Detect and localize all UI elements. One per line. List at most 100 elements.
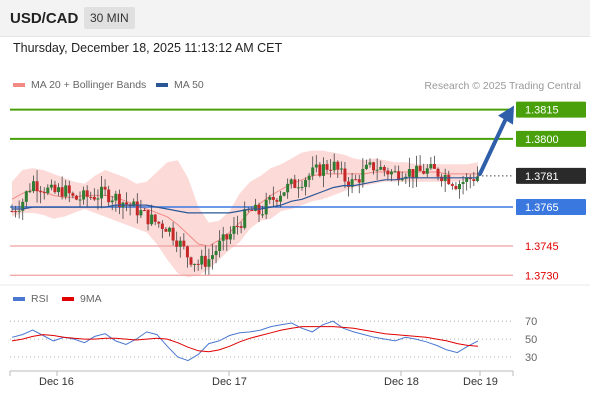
rsi-legend-swatch [13, 297, 25, 301]
candle-body [268, 196, 272, 200]
candle-body [429, 164, 433, 169]
legend-item-ma50: MA 50 [156, 79, 204, 91]
rsi-line [11, 320, 479, 362]
candle-body [14, 211, 18, 213]
candle-body [160, 223, 164, 229]
candle-body [74, 195, 78, 200]
candle-body [397, 171, 401, 181]
candle-body [89, 196, 93, 198]
candle-body [57, 187, 61, 193]
rsi-ma-line [11, 326, 479, 353]
candle-body [203, 255, 207, 267]
candle-body [85, 190, 89, 197]
candle-body [10, 210, 14, 212]
candle-body [178, 240, 182, 247]
candle-body [253, 204, 257, 211]
candle-body [228, 233, 232, 240]
candle-body [264, 199, 268, 215]
rsi-ma-legend-item: 9MA [62, 293, 102, 305]
candle-body [239, 226, 243, 228]
rsi-ma-legend-label: 9MA [80, 293, 102, 305]
candle-body [425, 168, 429, 174]
candle-body [304, 179, 308, 187]
candle-body [114, 193, 118, 201]
candle-body [103, 186, 107, 190]
candle-body [236, 226, 240, 228]
price-label-1.3800-box [516, 130, 586, 147]
forecast-arrow-head [498, 105, 514, 125]
candle-body [146, 210, 150, 225]
candle-body [411, 169, 415, 179]
candle-body [275, 199, 279, 202]
candle-body [357, 179, 361, 183]
candle-body [189, 257, 193, 265]
candle-body [96, 198, 100, 200]
candle-body [200, 255, 204, 265]
candle-body [450, 184, 454, 186]
candle-body [117, 193, 121, 208]
candle-body [35, 181, 39, 192]
candle-body [261, 214, 265, 216]
candle-body [271, 196, 275, 200]
candle-body [329, 169, 333, 171]
candle-body [393, 171, 397, 173]
candle-body [92, 196, 96, 200]
price-label-1.3745: 1.3745 [525, 241, 559, 253]
candle-body [314, 164, 318, 168]
candle-body [461, 181, 465, 184]
candle-body [286, 183, 290, 193]
candle-body [60, 187, 64, 197]
candle-body [100, 186, 103, 199]
forecast-arrow-shaft [478, 118, 507, 176]
candle-body [164, 228, 168, 232]
price-label-1.3765: 1.3765 [525, 202, 559, 214]
candle-body [214, 251, 218, 256]
candle-body [243, 209, 247, 228]
candle-body [168, 227, 172, 232]
candle-body [347, 181, 351, 187]
candle-body [196, 263, 200, 265]
x-label-dec18: Dec 18 [384, 376, 419, 388]
candle-body [440, 176, 444, 181]
candle-body [78, 199, 82, 201]
legend-item-bollinger: MA 20 + Bollinger Bands [13, 79, 146, 91]
candle-body [153, 214, 157, 222]
candle-body [250, 209, 254, 211]
candle-body [175, 240, 179, 247]
candle-body [447, 174, 451, 185]
candle-body [296, 187, 300, 189]
candle-body [332, 161, 336, 171]
candle-body [454, 185, 458, 190]
candle-body [135, 201, 139, 216]
price-label-1.3815-box [516, 101, 586, 118]
legend-label-bollinger: MA 20 + Bollinger Bands [31, 79, 147, 91]
price-label-1.3730: 1.3730 [525, 270, 559, 282]
candle-body [39, 191, 43, 193]
candle-body [343, 168, 347, 182]
candle-body [232, 226, 236, 234]
candle-body [82, 190, 86, 200]
candle-body [279, 195, 282, 202]
candle-body [17, 210, 21, 212]
price-label-1.3781-box [516, 167, 586, 184]
candle-body [321, 164, 325, 176]
candle-body [465, 177, 469, 182]
candle-body [386, 170, 390, 175]
candle-body [185, 246, 189, 258]
timestamp: Thursday, December 18, 2025 11:13:12 AM … [13, 41, 283, 55]
candle-body [110, 200, 114, 203]
candle-body [379, 166, 383, 170]
candle-body [382, 166, 386, 171]
timeframe-button[interactable]: 30 MIN [84, 7, 135, 29]
candle-body [21, 201, 25, 211]
candle-body [42, 192, 46, 194]
candle-body [458, 183, 461, 190]
candle-body [64, 185, 68, 197]
pair-title: USD/CAD [10, 10, 79, 27]
candle-body [372, 162, 376, 171]
candle-body [300, 186, 304, 188]
credit-text: Research © 2025 Trading Central [424, 80, 581, 92]
candle-body [157, 221, 161, 224]
candle-body [182, 240, 186, 247]
legend-swatch-bollinger [13, 83, 25, 87]
